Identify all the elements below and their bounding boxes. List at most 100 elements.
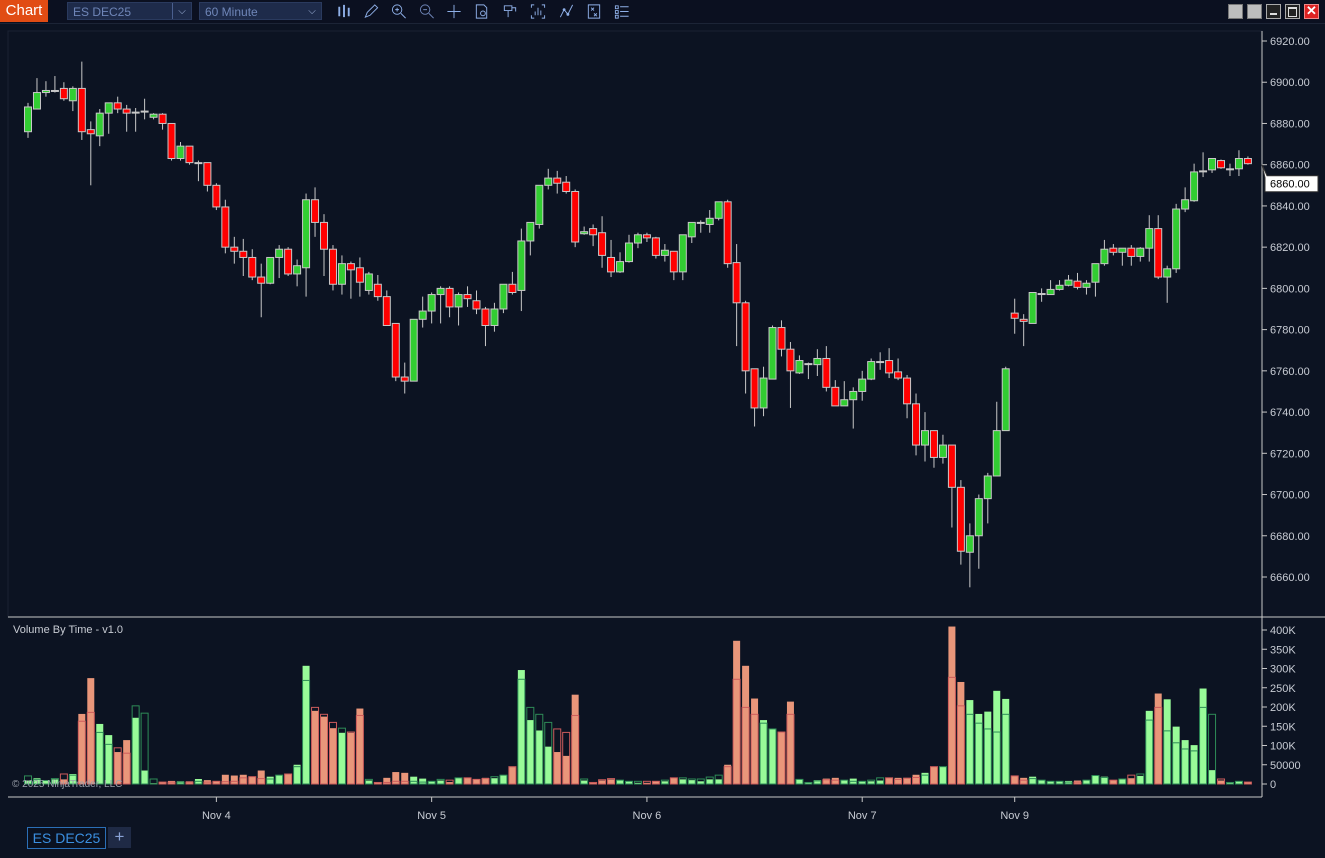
volume-bar (24, 780, 32, 784)
candle-body (337, 263, 346, 285)
candle (32, 78, 41, 110)
properties-icon[interactable] (585, 3, 603, 20)
candle-body (346, 263, 355, 271)
interval-selector[interactable]: 60 Minute ⌵ (199, 2, 322, 20)
candle-body (24, 106, 32, 133)
average-volume-outline (983, 728, 992, 785)
candle (965, 523, 974, 588)
crosshair-icon[interactable] (445, 3, 463, 20)
candle-body (678, 234, 687, 273)
app-title[interactable]: Chart (0, 0, 48, 22)
volume-bar (984, 711, 992, 784)
candle-body (777, 327, 786, 350)
instrument-selector[interactable]: ES DEC25 ⌵ (67, 2, 192, 20)
candle-body (894, 371, 903, 379)
volume-bar (912, 774, 920, 784)
candle-body (526, 221, 535, 242)
average-volume-outline (1145, 719, 1154, 785)
volume-bar (786, 701, 794, 784)
average-volume-outline (858, 780, 867, 785)
chevron-down-icon[interactable]: ⌵ (308, 6, 316, 17)
volume-bar (661, 781, 669, 784)
close-icon[interactable]: ✕ (1304, 4, 1319, 19)
add-tab-button[interactable]: + (108, 827, 131, 848)
average-volume-outline (580, 778, 589, 785)
average-volume-outline (364, 778, 373, 785)
candle-body (598, 232, 607, 256)
average-volume-outline (759, 722, 768, 785)
candle (221, 199, 230, 254)
volume-bar (598, 780, 606, 784)
average-volume-outline (221, 781, 230, 785)
zoom-out-icon[interactable] (418, 3, 436, 20)
indicators-icon[interactable] (529, 3, 547, 20)
strategies-icon[interactable] (557, 3, 575, 20)
candle-body (373, 283, 382, 298)
candle-body (167, 122, 176, 160)
candle (490, 302, 499, 332)
average-volume-outline (705, 776, 714, 785)
candle (544, 168, 553, 190)
zoom-in-icon[interactable] (390, 3, 408, 20)
candle (122, 104, 131, 132)
candle (1037, 288, 1046, 302)
data-box-icon[interactable] (473, 3, 491, 20)
volume-bar (840, 780, 848, 784)
candle (382, 290, 391, 326)
toolbar: Chart ES DEC25 ⌵ 60 Minute ⌵ ✕ (0, 0, 1325, 24)
average-volume-outline (1118, 778, 1127, 785)
maximize-icon[interactable] (1285, 4, 1300, 19)
candle (508, 271, 517, 295)
candle (337, 255, 346, 295)
candle-body (499, 283, 508, 310)
chart-area[interactable]: 6660.00 6680.00 6700.00 6720.00 6740.00 6760.… (0, 24, 1325, 826)
candle (113, 96, 122, 114)
candle-body (1037, 293, 1046, 296)
candle (257, 263, 266, 318)
average-volume-outline (840, 779, 849, 785)
candle-body (472, 300, 481, 310)
candle (929, 430, 938, 468)
average-volume-outline (418, 781, 427, 785)
candle-body (1109, 247, 1118, 253)
volume-bar (159, 782, 167, 784)
volume-bar (1154, 693, 1162, 784)
candle (804, 362, 813, 380)
volume-bar (804, 782, 812, 784)
average-volume-outline (965, 713, 974, 785)
object-list-icon[interactable] (613, 3, 631, 20)
candle (1100, 239, 1109, 266)
pin-icon[interactable] (1247, 4, 1262, 19)
candle-body (589, 228, 598, 236)
candle (903, 374, 912, 419)
average-volume-outline (203, 781, 212, 785)
volume-bar (894, 777, 902, 784)
volume-bar (481, 777, 489, 784)
drawing-tool-icon[interactable] (362, 3, 380, 20)
volume-bar (544, 746, 552, 784)
candle-body (992, 430, 1001, 477)
candle-body (687, 221, 696, 238)
candle (1217, 159, 1226, 169)
volume-bar (1199, 688, 1207, 784)
average-volume-outline (1234, 780, 1243, 785)
candle-body (140, 110, 149, 113)
volume-bar (329, 728, 337, 784)
chevron-down-icon[interactable]: ⌵ (172, 3, 191, 19)
average-volume-outline (1217, 778, 1226, 785)
volume-bar (437, 780, 445, 784)
chart-trader-icon[interactable] (501, 3, 519, 20)
average-volume-outline (436, 778, 445, 785)
volume-bar (257, 770, 265, 784)
volume-bar (69, 773, 77, 784)
bar-type-icon[interactable] (335, 3, 353, 20)
restore-icon[interactable] (1228, 4, 1243, 19)
candle (427, 292, 436, 324)
volume-bar (760, 720, 768, 784)
candle-body (938, 444, 947, 458)
minimize-icon[interactable] (1266, 4, 1281, 19)
average-volume-outline (409, 780, 418, 785)
tab-es-dec25[interactable]: ES DEC25 (27, 827, 106, 849)
candle (230, 236, 239, 264)
average-volume-outline (1154, 706, 1163, 785)
